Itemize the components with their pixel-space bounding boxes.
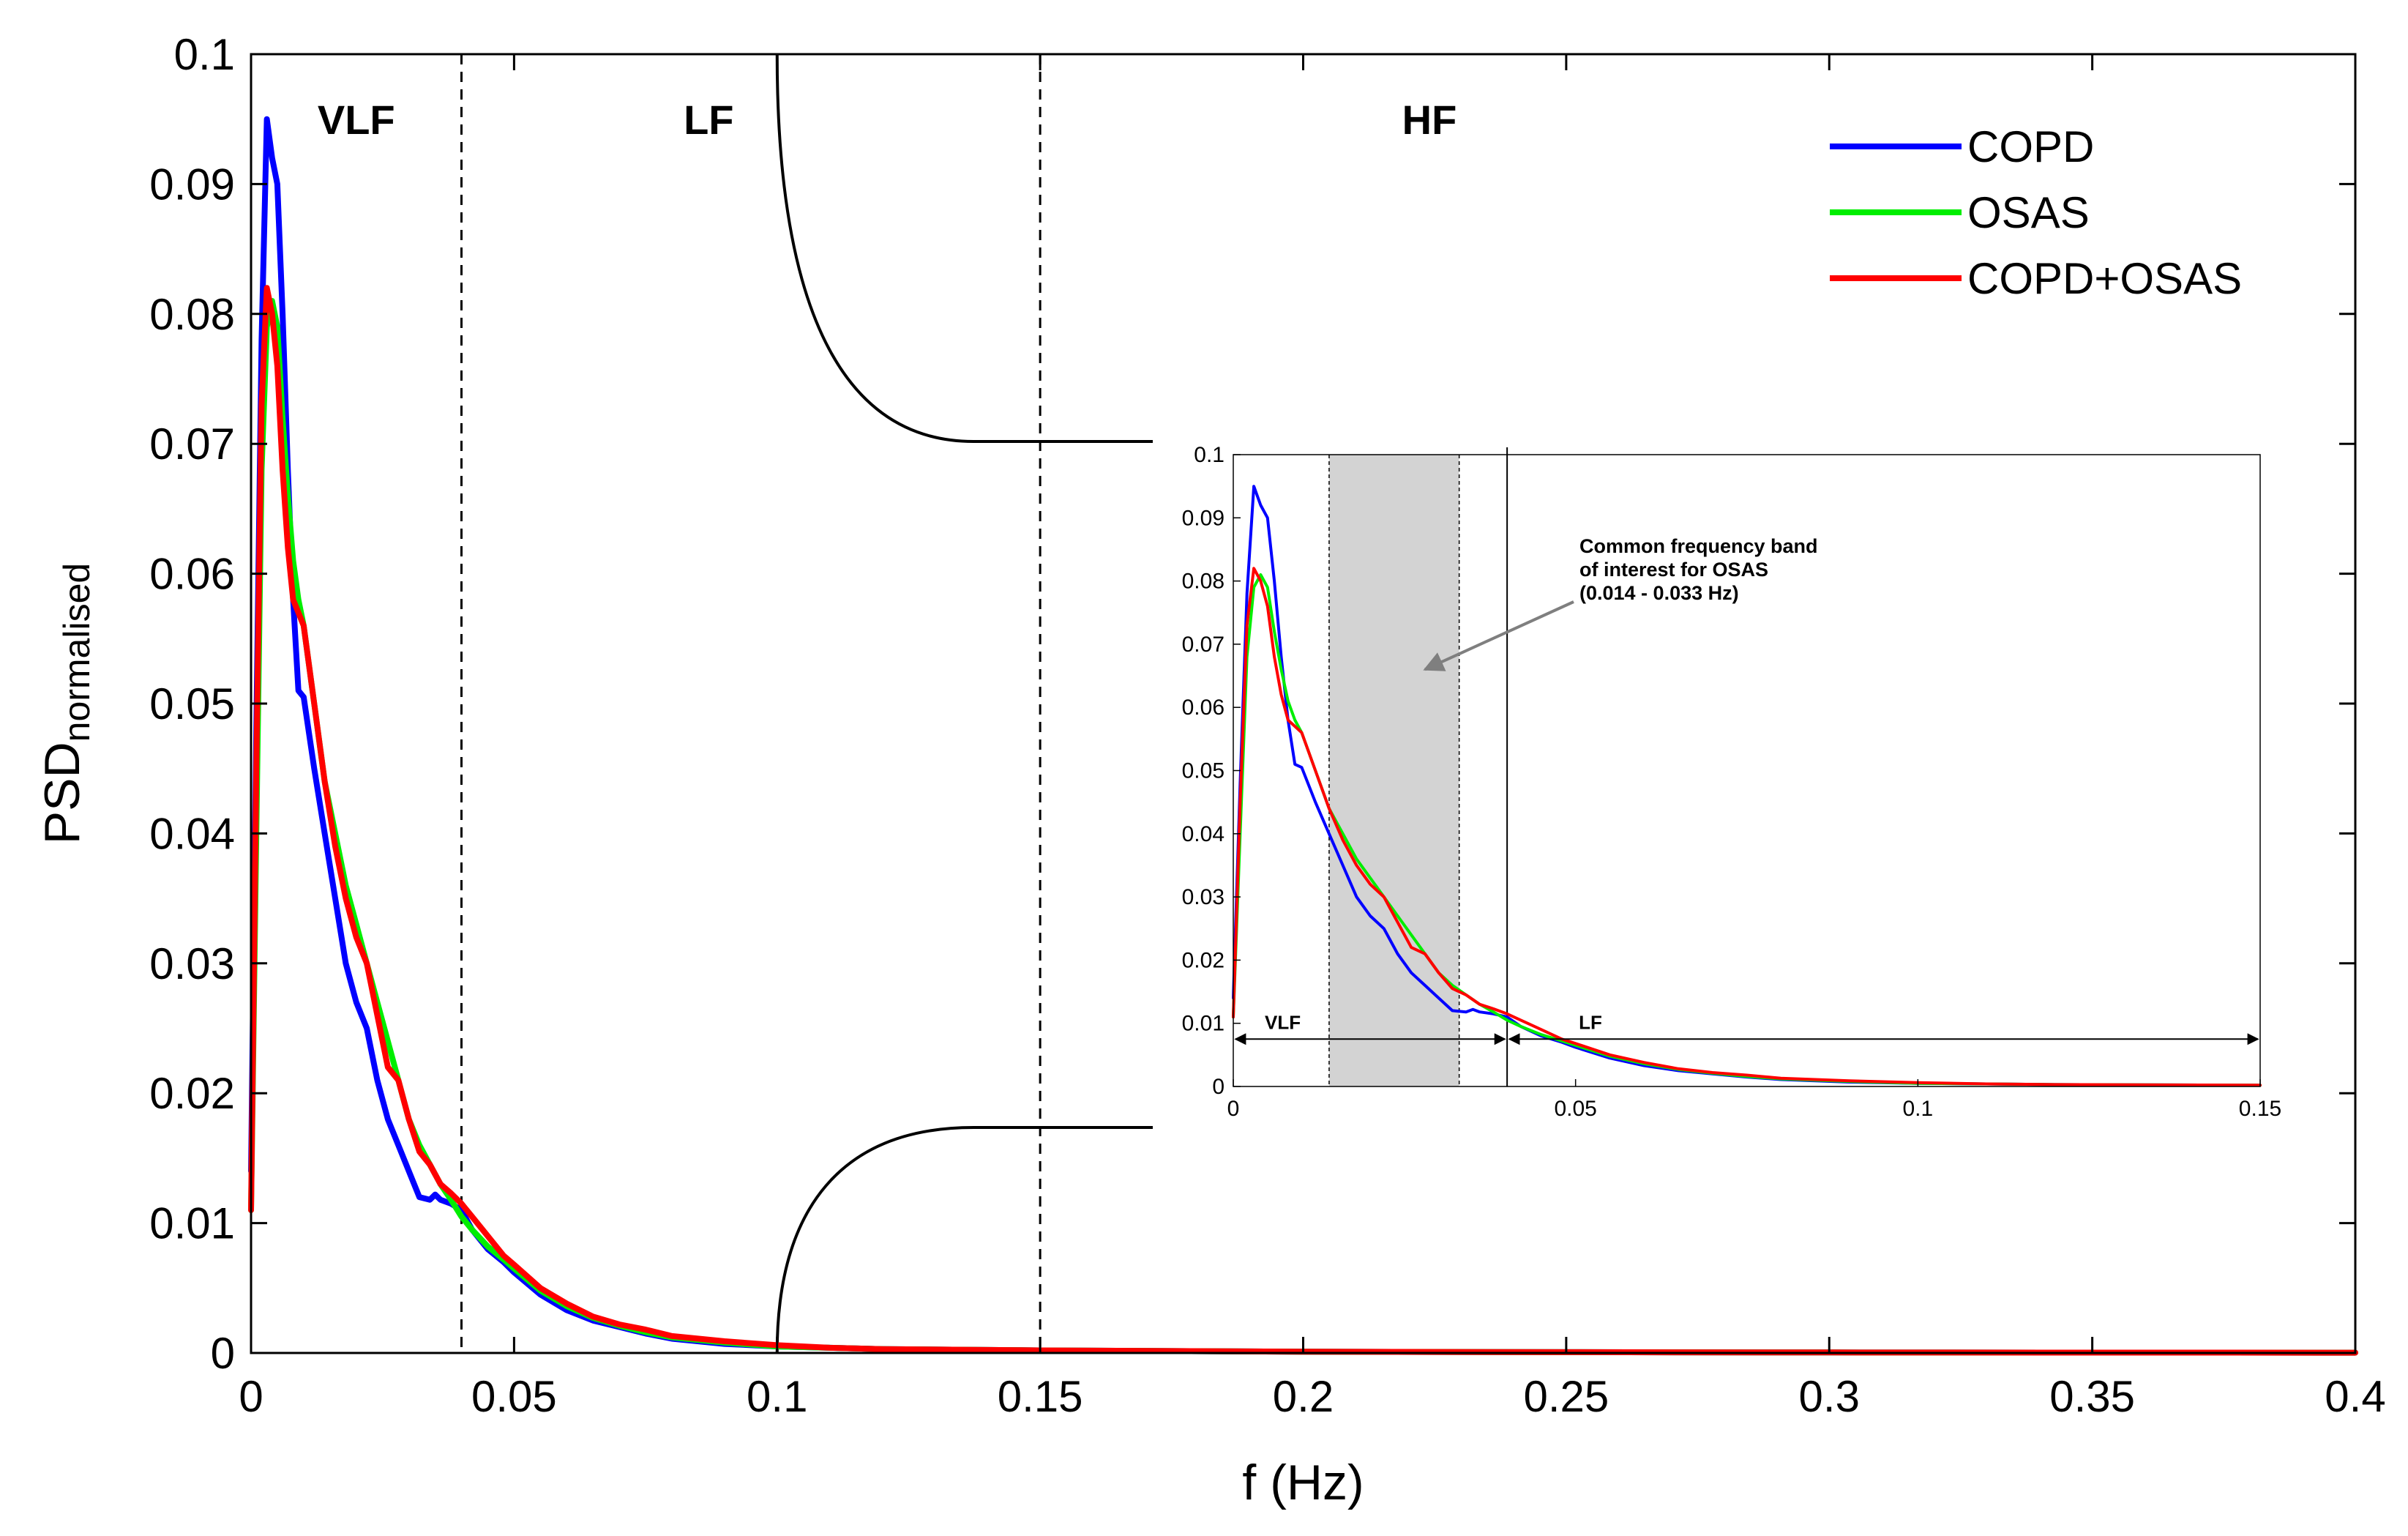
inset-y-tick-label: 0.06 (1182, 696, 1224, 720)
y-tick-label: 0.08 (149, 290, 235, 339)
y-tick-label: 0.01 (149, 1199, 235, 1248)
band-label-vlf: VLF (318, 97, 395, 143)
inset-series-group (1232, 485, 2262, 1087)
inset-y-tick-label: 0.08 (1182, 570, 1224, 594)
inset-y-tick-label: 0.07 (1182, 633, 1224, 657)
x-tick-label: 0.2 (1273, 1372, 1334, 1421)
y-tick-label: 0.02 (149, 1069, 235, 1118)
inset-shaded-band (1328, 455, 1459, 1086)
main-band-lines: VLF LF HF (318, 54, 1457, 1353)
annotation-line-1: of interest for OSAS (1579, 559, 1768, 581)
y-tick-label: 0.06 (149, 550, 235, 599)
inset-y-tick-label: 0 (1212, 1075, 1224, 1099)
main-series-group (248, 116, 2358, 1356)
main-axis-ticks: 0 0.05 0.1 0.15 0.2 0.25 0.3 0.35 0.4 0 0.01 0.02 0.… (149, 30, 2385, 1421)
inset-axis-ticks: 0 0.05 0.1 0.15 0 0.01 0.02 0.03 0.04 0.05 0.06 0.0… (1182, 443, 2282, 1121)
y-tick-label: 0.05 (149, 679, 235, 728)
inset-x-tick-label: 0.1 (1902, 1097, 1933, 1121)
inset-band-label-vlf: VLF (1265, 1011, 1301, 1033)
inset-band-arrows: VLF LF (1234, 1011, 2259, 1045)
series-line-copd-osas (248, 285, 2358, 1356)
inset-x-tick-label: 0.15 (2239, 1097, 2281, 1121)
x-tick-label: 0.25 (1523, 1372, 1609, 1421)
x-tick-label: 0.3 (1799, 1372, 1860, 1421)
inset-y-tick-label: 0.03 (1182, 885, 1224, 909)
inset-y-tick-label: 0.01 (1182, 1012, 1224, 1036)
y-tick-label: 0.07 (149, 420, 235, 469)
band-label-lf: LF (684, 97, 733, 143)
x-tick-label: 0 (239, 1372, 263, 1421)
inset-y-tick-label: 0.1 (1194, 443, 1224, 467)
y-tick-label: 0.03 (149, 939, 235, 988)
inset-x-tick-label: 0.05 (1554, 1097, 1596, 1121)
inset-band-lines (1328, 447, 1508, 1086)
x-tick-label: 0.35 (2049, 1372, 2135, 1421)
annotation-arrow (1423, 600, 1574, 671)
y-tick-label: 0.1 (174, 30, 235, 79)
inset-y-tick-label: 0.09 (1182, 506, 1224, 530)
zoom-connector-lines (775, 53, 1160, 1354)
inset-y-tick-label: 0.05 (1182, 759, 1224, 783)
x-tick-label: 0.15 (998, 1372, 1083, 1421)
x-tick-label: 0.05 (471, 1372, 557, 1421)
annotation-line-2: (0.014 - 0.033 Hz) (1579, 582, 1739, 604)
y-axis-title-main: PSD (34, 742, 90, 844)
inset-series-line-copd-osas (1232, 567, 2262, 1087)
inset-x-tick-label: 0 (1227, 1097, 1240, 1121)
legend-label-copd-osas: COPD+OSAS (1967, 254, 2242, 303)
y-axis-title: PSDnormalised (34, 563, 97, 844)
band-label-hf: HF (1402, 97, 1457, 143)
legend-label-osas: OSAS (1967, 188, 2090, 237)
y-tick-label: 0.09 (149, 160, 235, 209)
y-tick-label: 0 (211, 1329, 235, 1378)
zoom-connector-upper (775, 53, 1160, 443)
y-axis-title-sub: normalised (56, 563, 97, 742)
inset-y-tick-label: 0.02 (1182, 948, 1224, 972)
zoom-connector-lower (775, 1126, 1160, 1354)
x-axis-title: f (Hz) (1242, 1455, 1364, 1510)
inset-band-label-lf: LF (1579, 1011, 1602, 1033)
inset-y-tick-label: 0.04 (1182, 822, 1224, 846)
legend: COPD OSAS COPD+OSAS (1830, 122, 2242, 303)
y-tick-label: 0.04 (149, 809, 235, 858)
x-tick-label: 0.1 (747, 1372, 807, 1421)
x-tick-label: 0.4 (2325, 1372, 2385, 1421)
annotation-line-0: Common frequency band (1579, 535, 1818, 557)
legend-label-copd: COPD (1967, 122, 2094, 171)
